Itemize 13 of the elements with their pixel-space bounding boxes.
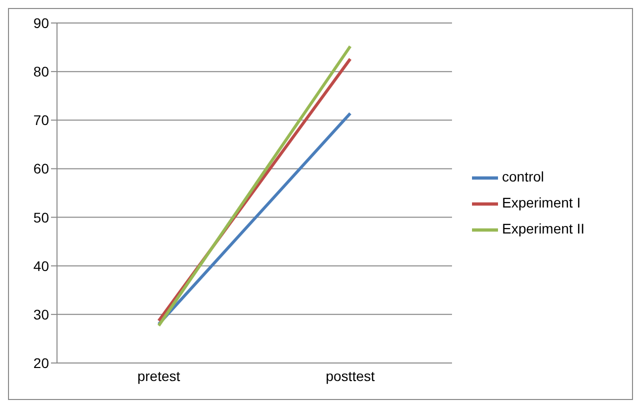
- legend-label: control: [502, 168, 544, 185]
- x-tick-label: pretest: [137, 368, 180, 384]
- y-tick-label: 80: [33, 64, 50, 80]
- y-tick-label: 50: [33, 209, 50, 226]
- legend-label: Experiment I: [502, 194, 581, 211]
- y-tick-label: 90: [33, 14, 50, 31]
- y-tick-label: 70: [33, 112, 50, 128]
- x-tick-label: posttest: [326, 368, 375, 384]
- y-tick-label: 20: [33, 354, 50, 371]
- legend-label: Experiment II: [502, 220, 584, 237]
- y-tick-label: 40: [33, 258, 50, 274]
- y-tick-label: 60: [33, 160, 50, 177]
- y-tick-label: 30: [33, 306, 50, 322]
